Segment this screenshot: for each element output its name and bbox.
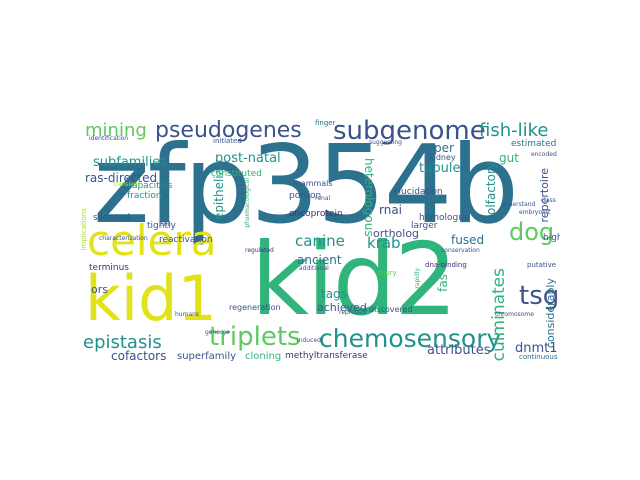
word-subgenome: subgenome	[333, 118, 486, 146]
word-ortholog: ortholog	[373, 227, 420, 240]
word-initiated: initiated	[213, 137, 242, 145]
word-tsgs: tsgs	[519, 281, 560, 311]
word-paper: paper	[419, 141, 454, 155]
word-transient: transient	[113, 181, 140, 188]
word-regulated: regulated	[245, 247, 274, 254]
word-terminus: terminus	[89, 263, 129, 273]
word-rnai: rnai	[379, 203, 403, 217]
word-putative: putative	[527, 261, 557, 269]
word-characterization: characterization	[99, 235, 148, 242]
word-ancient: ancient	[297, 253, 342, 267]
word-encoded: encoded	[531, 151, 557, 158]
word-injury: injury	[377, 269, 397, 277]
word-repressor: repressor	[339, 309, 368, 316]
word-heterologous: heterologous	[362, 158, 376, 237]
word-fused: fused	[451, 233, 485, 247]
word-mining: mining	[85, 120, 147, 141]
word-cloud: zfp354b kid2 kid1 celera subgenome pseud…	[79, 118, 560, 363]
word-considerably: considerably	[544, 278, 557, 349]
word-embryonic: embryonic	[519, 209, 551, 216]
word-krab: krab	[367, 234, 401, 252]
word-zinc: zinc	[159, 221, 171, 228]
word-methyltransferase: methyltransferase	[285, 351, 368, 361]
word-cloning: cloning	[245, 351, 282, 362]
word-gut: gut	[499, 151, 519, 165]
word-elucidation: elucidation	[393, 187, 443, 197]
word-kidney: kidney	[429, 153, 456, 162]
word-pseudogenes: pseudogenes	[155, 118, 302, 143]
word-humans: humans	[175, 311, 200, 318]
word-triplets: triplets	[209, 322, 301, 352]
word-conservation: conservation	[441, 247, 480, 254]
word-ras-directed: ras-directed	[85, 171, 158, 185]
word-superfamily: superfamily	[177, 351, 237, 362]
word-attributes: attributes	[427, 343, 491, 358]
word-capacities: capacities	[127, 181, 173, 191]
word-tightly: tightly	[147, 221, 176, 231]
word-portion: portion	[289, 191, 322, 201]
word-epistasis: epistasis	[83, 332, 162, 353]
word-fas: fas	[436, 274, 450, 292]
word-constituted: constituted	[211, 169, 262, 179]
word-pharmacological: pharmacological	[244, 178, 251, 228]
word-chemosensory: chemosensory	[319, 324, 502, 353]
word-regeneration: regeneration	[229, 303, 281, 312]
word-celera: celera	[87, 216, 217, 265]
word-subfamilies: subfamilies	[93, 155, 168, 170]
word-ors: ors	[91, 283, 108, 296]
word-genome: genome	[205, 329, 230, 336]
word-finger: finger	[315, 119, 336, 127]
word-achieved: achieved	[317, 301, 367, 314]
word-additional: additional	[299, 265, 329, 272]
word-tags: tags	[321, 287, 347, 301]
word-homologue: homologue	[419, 213, 470, 223]
word-olfactory: olfactory	[484, 162, 498, 215]
word-chromosome: chromosome	[495, 311, 534, 318]
word-suggesting: suggesting	[369, 139, 402, 146]
word-fish-like: fish-like	[479, 120, 549, 141]
word-class: class	[541, 197, 556, 204]
word-understand: understand	[501, 201, 536, 208]
word-discovered: discovered	[369, 305, 413, 314]
word-kid2: kid2	[251, 221, 458, 338]
word-oncoprotein: oncoprotein	[289, 209, 343, 219]
word-renal: renal	[315, 195, 331, 202]
word-implications: implications	[80, 208, 88, 251]
word-reactivation: reactivation	[159, 235, 213, 245]
word-dna-binding: dna-binding	[425, 261, 467, 269]
word-estimated: estimated	[511, 139, 557, 149]
word-kid1: kid1	[85, 262, 217, 335]
word-larger: larger	[411, 221, 438, 231]
word-tubule: tubule	[419, 161, 461, 176]
word-dog: dog	[509, 218, 555, 246]
word-zfp354b: zfp354b	[93, 123, 519, 248]
word-continuous: continuous	[519, 353, 558, 361]
word-induced: induced	[297, 337, 321, 344]
word-fraction: fraction	[127, 191, 162, 201]
word-identification: identification	[89, 135, 129, 142]
word-dnmt1: dnmt1	[515, 341, 558, 356]
word-cofactors: cofactors	[111, 349, 167, 363]
word-mammals: mammals	[293, 179, 333, 188]
word-highly: highly	[543, 233, 560, 243]
word-post-natal: post-natal	[215, 151, 281, 166]
word-silenced: silenced	[93, 213, 131, 223]
word-canine: canine	[295, 232, 345, 250]
word-rapidly: rapidly	[414, 268, 421, 289]
